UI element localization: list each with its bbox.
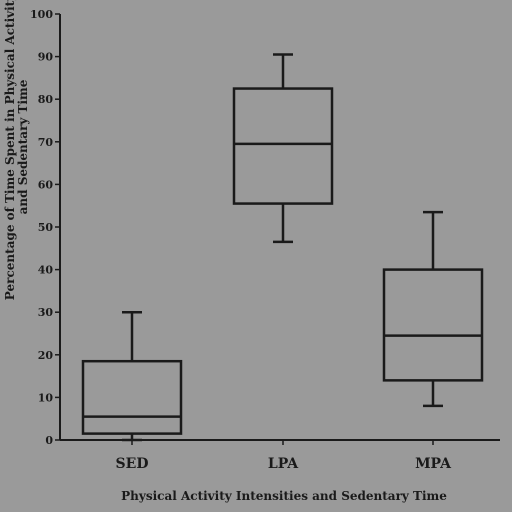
box-mpa (382, 210, 484, 408)
x-axis-title: Physical Activity Intensities and Sedent… (121, 489, 447, 503)
y-axis-title-line-1: Percentage of Time Spent in Physical Act… (3, 0, 17, 300)
y-tick-label: 30 (38, 306, 54, 319)
y-tick-label: 10 (38, 391, 54, 404)
interquartile-box (232, 87, 334, 205)
y-ticks: 0 10 20 30 40 50 60 70 80 90 100 (30, 8, 60, 447)
y-tick-label: 100 (30, 8, 53, 21)
y-tick-label: 80 (38, 93, 54, 106)
interquartile-box (81, 359, 183, 435)
y-tick-label: 0 (45, 434, 53, 447)
box-sed (81, 310, 183, 442)
y-tick-label: 20 (38, 349, 54, 362)
x-tick-label: SED (116, 456, 149, 472)
y-tick-label: 50 (38, 221, 54, 234)
y-tick-label: 60 (38, 178, 54, 191)
x-tick-label: MPA (415, 456, 452, 472)
y-tick-label: 40 (38, 264, 54, 277)
box-series (81, 53, 484, 442)
x-tick-labels: SED LPA MPA (116, 440, 452, 472)
y-tick-label: 90 (38, 51, 54, 64)
y-axis-title-line-2: and Sedentary Time (16, 79, 30, 214)
y-tick-label: 70 (38, 136, 54, 149)
x-tick-label: LPA (268, 456, 299, 472)
interquartile-box (382, 268, 484, 382)
box-lpa (232, 53, 334, 244)
